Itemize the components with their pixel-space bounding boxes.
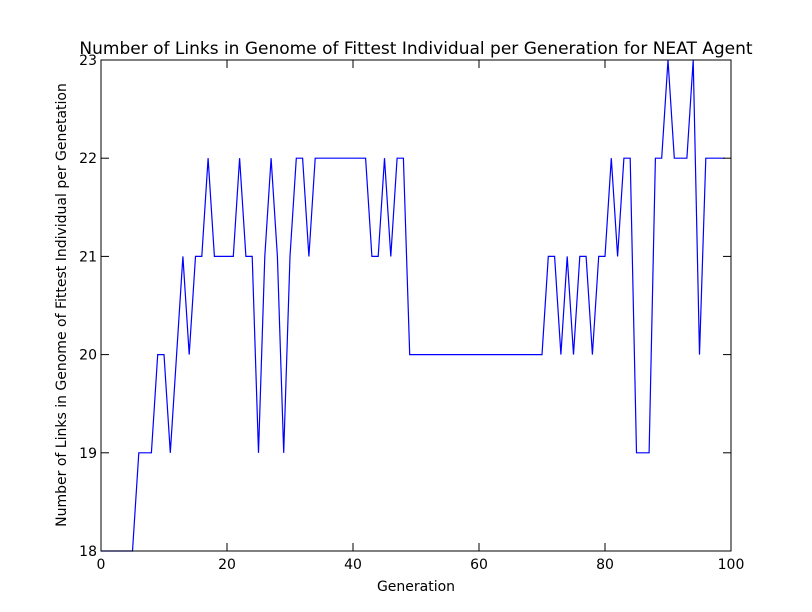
y-tick-label: 23 — [79, 53, 97, 69]
y-tick-label: 21 — [79, 249, 97, 265]
y-tick-label: 19 — [79, 446, 97, 462]
x-tick-label: 40 — [344, 557, 362, 573]
x-tick-label: 60 — [470, 557, 488, 573]
y-tick-label: 20 — [79, 348, 97, 364]
x-tick-label: 80 — [596, 557, 614, 573]
y-tick-label: 18 — [79, 544, 97, 560]
x-tick-label: 100 — [718, 557, 745, 573]
x-tick-label: 20 — [218, 557, 236, 573]
chart-title: Number of Links in Genome of Fittest Ind… — [79, 39, 753, 59]
y-tick-label: 22 — [79, 151, 97, 167]
x-tick-label: 0 — [97, 557, 106, 573]
series-line — [101, 59, 725, 552]
plot-background — [101, 60, 731, 551]
plot-frame — [100, 59, 732, 552]
x-axis-label: Generation — [377, 579, 455, 595]
y-axis-label: Number of Links in Genome of Fittest Ind… — [54, 83, 70, 527]
